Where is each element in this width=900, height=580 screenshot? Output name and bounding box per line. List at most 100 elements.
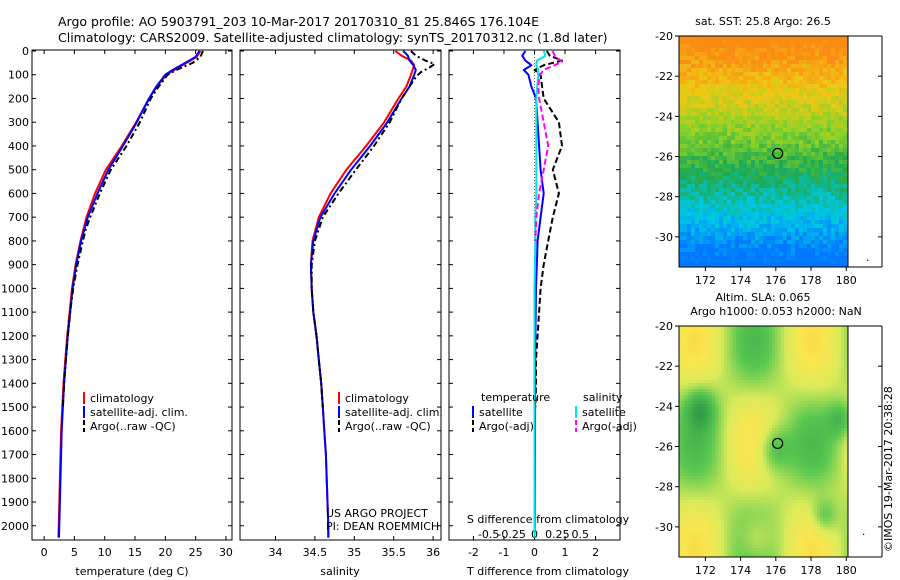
map-cell: [703, 236, 708, 241]
map-cell: [844, 395, 848, 399]
map-cell: [733, 413, 737, 417]
map-cell: [691, 132, 696, 137]
map-cell: [755, 160, 760, 165]
map-cell: [743, 72, 748, 77]
map-cell: [839, 44, 844, 49]
map-cell: [679, 232, 684, 237]
map-cell: [700, 416, 704, 420]
map-cell: [735, 88, 740, 93]
map-cell: [733, 365, 737, 369]
map-cell: [685, 419, 689, 423]
map-cell: [843, 156, 848, 161]
map-cell: [707, 236, 712, 241]
map-cell: [679, 240, 684, 245]
map-cell: [793, 365, 797, 369]
map-cell: [795, 116, 800, 121]
map-cell: [699, 248, 704, 253]
map-cell: [778, 332, 782, 336]
map-cell: [751, 88, 756, 93]
map-cell: [784, 395, 788, 399]
map-cell: [736, 416, 740, 420]
map-cell: [778, 347, 782, 351]
map-cell: [707, 36, 712, 41]
map-cell: [695, 156, 700, 161]
map-cell: [695, 96, 700, 101]
map-cell: [823, 64, 828, 69]
map-cell: [795, 220, 800, 225]
map-cell: [723, 60, 728, 65]
map-cell: [724, 407, 728, 411]
map-cell: [739, 368, 743, 372]
map-cell: [817, 329, 821, 333]
map-cell: [819, 236, 824, 241]
map-cell: [742, 434, 746, 438]
map-cell: [757, 377, 761, 381]
map-cell: [735, 260, 740, 265]
map-cell: [823, 401, 827, 405]
map-cell: [711, 84, 716, 89]
map-cell: [795, 88, 800, 93]
map-cell: [841, 425, 845, 429]
map-cell: [843, 132, 848, 137]
map-cell: [687, 200, 692, 205]
map-cell: [784, 329, 788, 333]
map-cell: [811, 344, 815, 348]
map-cell: [820, 344, 824, 348]
map-cell: [747, 256, 752, 261]
map-cell: [731, 208, 736, 213]
map-cell: [815, 192, 820, 197]
map-cell: [707, 116, 712, 121]
map-cell: [707, 108, 712, 113]
map-cell: [760, 425, 764, 429]
map-cell: [721, 335, 725, 339]
map-cell: [679, 380, 683, 384]
map-cell: [724, 335, 728, 339]
map-cell: [697, 389, 701, 393]
map-cell: [760, 437, 764, 441]
map-cell: [787, 128, 792, 133]
map-cell: [799, 164, 804, 169]
depth-tick-label: 1900: [1, 496, 29, 509]
map-cell: [688, 347, 692, 351]
map-cell: [823, 365, 827, 369]
map-cell: [791, 228, 796, 233]
map-cell: [823, 252, 828, 257]
map-cell: [723, 84, 728, 89]
map-cell: [811, 192, 816, 197]
map-cell: [748, 434, 752, 438]
map-cell: [715, 236, 720, 241]
map-cell: [711, 240, 716, 245]
map-cell: [682, 365, 686, 369]
map-cell: [691, 160, 696, 165]
map-cell: [815, 84, 820, 89]
map-cell: [695, 228, 700, 233]
map-cell: [787, 236, 792, 241]
map-cell: [727, 410, 731, 414]
map-cell: [831, 184, 836, 189]
map-cell: [754, 383, 758, 387]
map-cell: [739, 184, 744, 189]
map-cell: [819, 76, 824, 81]
map-cell: [807, 200, 812, 205]
map-cell: [679, 92, 684, 97]
map-cell: [736, 329, 740, 333]
map-cell: [811, 371, 815, 375]
map-cell: [707, 240, 712, 245]
map-cell: [835, 128, 840, 133]
map-cell: [805, 335, 809, 339]
map-cell: [706, 377, 710, 381]
map-cell: [844, 368, 848, 372]
map-cell: [803, 56, 808, 61]
map-cell: [718, 383, 722, 387]
map-cell: [695, 168, 700, 173]
map-cell: [759, 56, 764, 61]
depth-tick-label: 200: [8, 92, 29, 105]
map-cell: [724, 440, 728, 444]
map-cell: [839, 260, 844, 265]
map-cell: [707, 84, 712, 89]
map-cell: [754, 380, 758, 384]
map-cell: [841, 410, 845, 414]
map-cell: [748, 401, 752, 405]
map-cell: [779, 252, 784, 257]
map-cell: [679, 44, 684, 49]
